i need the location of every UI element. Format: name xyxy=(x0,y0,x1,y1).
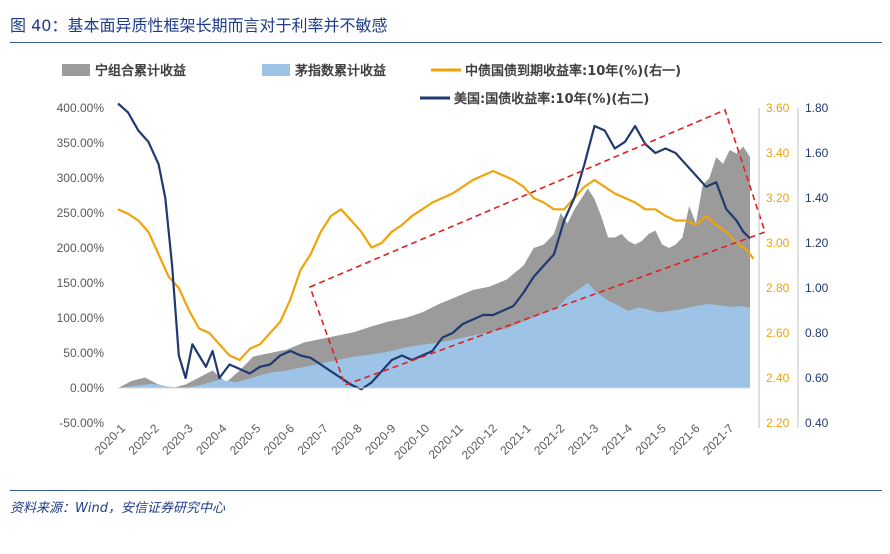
legend-swatch-1 xyxy=(262,64,290,76)
x-tick-label: 2020-10 xyxy=(391,421,432,462)
y-left-tick-label: 100.00% xyxy=(57,311,105,325)
y-right2-tick-label: 1.00 xyxy=(805,281,829,295)
legend-label-2: 中债国债到期收益率:10年(%)(右一) xyxy=(465,63,681,79)
y-left-tick-label: 50.00% xyxy=(63,346,104,360)
y-left-tick-label: -50.00% xyxy=(59,416,104,430)
y-right1-tick-label: 2.40 xyxy=(766,371,790,385)
legend-label-1: 茅指数累计收益 xyxy=(295,63,386,79)
y-left-tick-label: 150.00% xyxy=(57,276,105,290)
y-right2-tick-label: 0.40 xyxy=(805,416,829,430)
y-left-tick-label: 400.00% xyxy=(57,101,105,115)
legend-label-3: 美国:国债收益率:10年(%)(右二) xyxy=(454,91,649,107)
cgb-10y-line xyxy=(117,169,755,362)
source-note: 资料来源：Wind，安信证券研究中心 xyxy=(10,501,225,516)
y-left-tick-label: 350.00% xyxy=(57,136,105,150)
y-right1-tick-label: 2.60 xyxy=(766,326,790,340)
y-right2-tick-label: 1.60 xyxy=(805,146,829,160)
legend-swatch-0 xyxy=(62,64,90,76)
x-tick-label: 2021-3 xyxy=(565,421,602,458)
y-right1-tick-label: 3.40 xyxy=(766,146,790,160)
y-left-tick-label: 300.00% xyxy=(57,171,105,185)
x-tick-label: 2020-8 xyxy=(328,421,365,458)
y-right2-tick-label: 1.20 xyxy=(805,236,829,250)
legend-label-0: 宁组合累计收益 xyxy=(95,63,186,79)
legend: 宁组合累计收益 茅指数累计收益 中债国债到期收益率:10年(%)(右一) 美国:国债收… xyxy=(62,63,681,107)
plot-area xyxy=(117,102,767,391)
x-tick-label: 2021-5 xyxy=(633,421,670,458)
y-right1-tick-label: 3.60 xyxy=(766,101,790,115)
y-right2-tick-label: 0.60 xyxy=(805,371,829,385)
x-tick-label: 2020-6 xyxy=(261,421,298,458)
x-tick-label: 2021-4 xyxy=(599,421,636,458)
x-tick-label: 2020-5 xyxy=(227,421,264,458)
y-right1-tick-label: 2.80 xyxy=(766,281,790,295)
y-right1-tick-label: 3.00 xyxy=(766,236,790,250)
y-right2-tick-label: 1.80 xyxy=(805,101,829,115)
y-left-tick-label: 0.00% xyxy=(70,381,104,395)
y-right1-tick-label: 2.20 xyxy=(766,416,790,430)
x-tick-label: 2020-7 xyxy=(295,421,332,458)
x-tick-label: 2020-12 xyxy=(459,421,500,462)
y-left-tick-label: 250.00% xyxy=(57,206,105,220)
figure-title: 图 40：基本面异质性框架长期而言对于利率并不敏感 xyxy=(10,16,388,35)
x-tick-label: 2021-2 xyxy=(531,421,568,458)
x-tick-label: 2020-4 xyxy=(193,421,230,458)
y-right2-tick-label: 1.40 xyxy=(805,191,829,205)
top-divider xyxy=(10,42,882,43)
x-tick-label: 2020-2 xyxy=(126,421,163,458)
bottom-divider xyxy=(10,490,882,491)
x-tick-label: 2021-1 xyxy=(497,421,534,458)
annotation-box xyxy=(308,108,767,387)
maotai-area-series xyxy=(118,283,750,388)
x-tick-label: 2020-3 xyxy=(159,421,196,458)
x-tick-label: 2021-6 xyxy=(666,421,703,458)
y-left-tick-label: 200.00% xyxy=(57,241,105,255)
x-tick-label: 2021-7 xyxy=(700,421,737,458)
y-right2-tick-label: 0.80 xyxy=(805,326,829,340)
y-right1-tick-label: 3.20 xyxy=(766,191,790,205)
x-tick-label: 2020-11 xyxy=(426,421,467,462)
